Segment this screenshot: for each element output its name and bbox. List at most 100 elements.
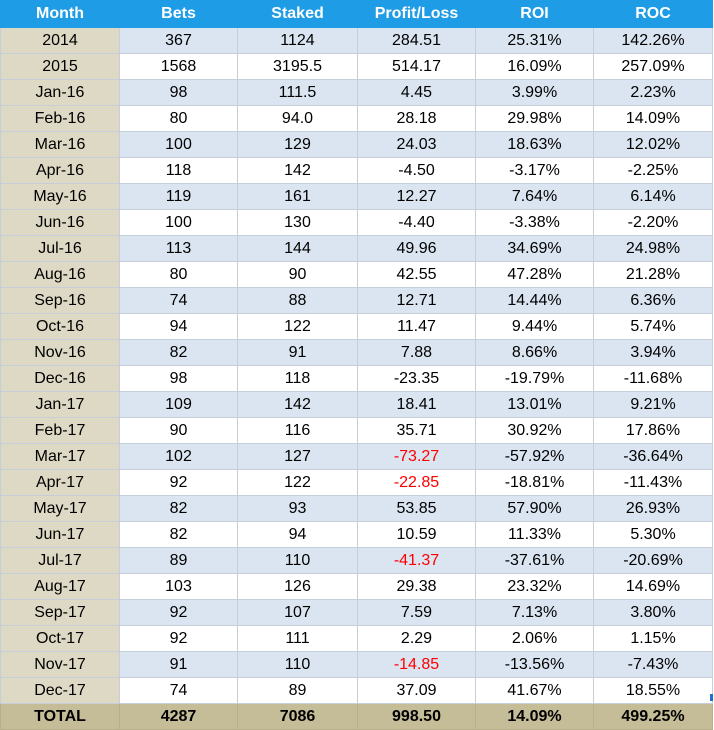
cell-bets[interactable]: 74 [119, 677, 238, 704]
cell-staked[interactable]: 88 [237, 287, 358, 314]
cell-roc[interactable]: 5.74% [593, 313, 713, 340]
cell-staked[interactable]: 161 [237, 183, 358, 210]
cell-bets[interactable]: 82 [119, 521, 238, 548]
cell-month[interactable]: Jun-17 [0, 521, 120, 548]
cell-roc[interactable]: -20.69% [593, 547, 713, 574]
cell-roi[interactable]: -18.81% [475, 469, 594, 496]
cell-month[interactable]: Apr-17 [0, 469, 120, 496]
cell-profit-loss[interactable]: -14.85 [357, 651, 476, 678]
cell-roi[interactable]: -57.92% [475, 443, 594, 470]
cell-staked[interactable]: 142 [237, 157, 358, 184]
cell-bets[interactable]: 102 [119, 443, 238, 470]
cell-month[interactable]: Aug-16 [0, 261, 120, 288]
cell-bets[interactable]: 82 [119, 339, 238, 366]
cell-roi[interactable]: 30.92% [475, 417, 594, 444]
cell-bets[interactable]: 98 [119, 365, 238, 392]
cell-month[interactable]: Nov-16 [0, 339, 120, 366]
cell-staked[interactable]: 90 [237, 261, 358, 288]
cell-roi[interactable]: 34.69% [475, 235, 594, 262]
cell-roc[interactable]: 257.09% [593, 53, 713, 80]
cell-month[interactable]: May-17 [0, 495, 120, 522]
cell-bets[interactable]: 109 [119, 391, 238, 418]
total-profit-loss[interactable]: 998.50 [357, 703, 476, 730]
cell-staked[interactable]: 1124 [237, 27, 358, 54]
cell-profit-loss[interactable]: 514.17 [357, 53, 476, 80]
cell-profit-loss[interactable]: 53.85 [357, 495, 476, 522]
cell-bets[interactable]: 74 [119, 287, 238, 314]
cell-month[interactable]: Mar-17 [0, 443, 120, 470]
cell-bets[interactable]: 92 [119, 469, 238, 496]
cell-bets[interactable]: 98 [119, 79, 238, 106]
cell-roi[interactable]: 7.13% [475, 599, 594, 626]
cell-profit-loss[interactable]: -73.27 [357, 443, 476, 470]
cell-roc[interactable]: 6.36% [593, 287, 713, 314]
cell-staked[interactable]: 122 [237, 313, 358, 340]
cell-bets[interactable]: 90 [119, 417, 238, 444]
cell-profit-loss[interactable]: 49.96 [357, 235, 476, 262]
cell-roc[interactable]: -36.64% [593, 443, 713, 470]
cell-bets[interactable]: 118 [119, 157, 238, 184]
cell-month[interactable]: Jul-17 [0, 547, 120, 574]
cell-roc[interactable]: 6.14% [593, 183, 713, 210]
cell-bets[interactable]: 89 [119, 547, 238, 574]
cell-roi[interactable]: 11.33% [475, 521, 594, 548]
cell-roi[interactable]: 18.63% [475, 131, 594, 158]
cell-roi[interactable]: 41.67% [475, 677, 594, 704]
cell-profit-loss[interactable]: 11.47 [357, 313, 476, 340]
cell-roc[interactable]: -2.25% [593, 157, 713, 184]
cell-roc[interactable]: 17.86% [593, 417, 713, 444]
cell-bets[interactable]: 100 [119, 131, 238, 158]
cell-bets[interactable]: 119 [119, 183, 238, 210]
cell-profit-loss[interactable]: 42.55 [357, 261, 476, 288]
header-staked[interactable]: Staked [237, 0, 358, 28]
cell-bets[interactable]: 367 [119, 27, 238, 54]
cell-bets[interactable]: 82 [119, 495, 238, 522]
cell-roi[interactable]: 23.32% [475, 573, 594, 600]
cell-roi[interactable]: 7.64% [475, 183, 594, 210]
cell-month[interactable]: 2015 [0, 53, 120, 80]
cell-staked[interactable]: 126 [237, 573, 358, 600]
cell-profit-loss[interactable]: 24.03 [357, 131, 476, 158]
header-roc[interactable]: ROC [593, 0, 713, 28]
cell-staked[interactable]: 3195.5 [237, 53, 358, 80]
cell-profit-loss[interactable]: 12.71 [357, 287, 476, 314]
cell-staked[interactable]: 127 [237, 443, 358, 470]
cell-roi[interactable]: 57.90% [475, 495, 594, 522]
cell-roi[interactable]: 3.99% [475, 79, 594, 106]
header-bets[interactable]: Bets [119, 0, 238, 28]
cell-roi[interactable]: 14.44% [475, 287, 594, 314]
cell-roc[interactable]: 1.15% [593, 625, 713, 652]
cell-roc[interactable]: -11.68% [593, 365, 713, 392]
header-profit-loss[interactable]: Profit/Loss [357, 0, 476, 28]
cell-roi[interactable]: 47.28% [475, 261, 594, 288]
total-roc[interactable]: 499.25% [593, 703, 713, 730]
cell-month[interactable]: Jan-16 [0, 79, 120, 106]
cell-staked[interactable]: 116 [237, 417, 358, 444]
cell-roc[interactable]: -7.43% [593, 651, 713, 678]
cell-roc[interactable]: 3.94% [593, 339, 713, 366]
cell-profit-loss[interactable]: 284.51 [357, 27, 476, 54]
total-staked[interactable]: 7086 [237, 703, 358, 730]
cell-month[interactable]: Mar-16 [0, 131, 120, 158]
cell-staked[interactable]: 94 [237, 521, 358, 548]
cell-bets[interactable]: 94 [119, 313, 238, 340]
cell-month[interactable]: Jun-16 [0, 209, 120, 236]
cell-profit-loss[interactable]: 7.59 [357, 599, 476, 626]
cell-profit-loss[interactable]: 7.88 [357, 339, 476, 366]
cell-bets[interactable]: 1568 [119, 53, 238, 80]
cell-profit-loss[interactable]: 4.45 [357, 79, 476, 106]
cell-month[interactable]: Apr-16 [0, 157, 120, 184]
cell-bets[interactable]: 100 [119, 209, 238, 236]
cell-profit-loss[interactable]: 37.09 [357, 677, 476, 704]
cell-profit-loss[interactable]: -4.40 [357, 209, 476, 236]
cell-roi[interactable]: 16.09% [475, 53, 594, 80]
cell-month[interactable]: Dec-17 [0, 677, 120, 704]
cell-roc[interactable]: 12.02% [593, 131, 713, 158]
fill-handle[interactable] [710, 694, 713, 701]
cell-month[interactable]: May-16 [0, 183, 120, 210]
cell-month[interactable]: Feb-17 [0, 417, 120, 444]
cell-roi[interactable]: 2.06% [475, 625, 594, 652]
cell-roi[interactable]: 9.44% [475, 313, 594, 340]
cell-month[interactable]: Oct-17 [0, 625, 120, 652]
cell-month[interactable]: Sep-17 [0, 599, 120, 626]
